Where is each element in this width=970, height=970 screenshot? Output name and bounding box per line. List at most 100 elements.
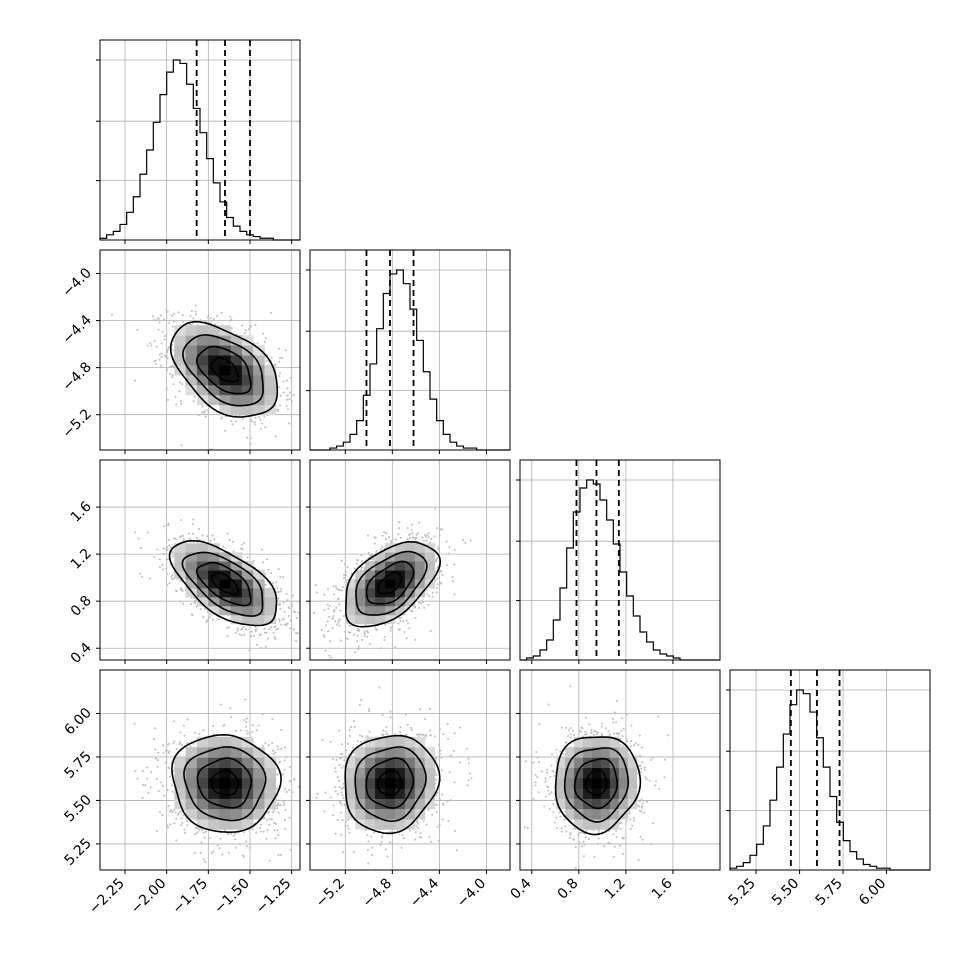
density-cell bbox=[241, 614, 254, 625]
sample-point bbox=[415, 536, 418, 539]
sample-point bbox=[255, 831, 258, 834]
density-cell bbox=[365, 561, 376, 571]
sample-point bbox=[313, 611, 316, 614]
density-cell bbox=[375, 570, 386, 580]
sample-point bbox=[173, 537, 176, 540]
sample-point bbox=[263, 628, 266, 631]
sample-point bbox=[277, 590, 280, 593]
sample-point bbox=[424, 535, 427, 538]
density-cell bbox=[185, 570, 198, 580]
density-cell bbox=[196, 596, 209, 607]
sample-point bbox=[250, 630, 253, 633]
density-cell bbox=[230, 570, 243, 580]
sample-point bbox=[405, 637, 408, 640]
sample-point bbox=[358, 629, 361, 632]
sample-point bbox=[158, 317, 161, 320]
sample-point bbox=[292, 628, 295, 631]
sample-point bbox=[203, 409, 206, 412]
density-cell bbox=[253, 614, 265, 625]
sample-point bbox=[436, 583, 439, 586]
sample-point bbox=[179, 400, 182, 403]
sample-point bbox=[192, 518, 195, 521]
sample-point bbox=[261, 422, 264, 425]
sample-point bbox=[355, 562, 358, 565]
sample-point bbox=[231, 423, 234, 426]
sample-point bbox=[168, 544, 171, 547]
sample-point bbox=[221, 416, 224, 419]
sample-point bbox=[209, 539, 212, 542]
sample-point bbox=[258, 416, 261, 419]
panel-body bbox=[134, 518, 300, 652]
sample-point bbox=[182, 539, 185, 542]
sample-point bbox=[248, 846, 251, 849]
sample-point bbox=[169, 823, 172, 826]
sample-point bbox=[243, 718, 246, 721]
sample-point bbox=[160, 352, 163, 355]
density-cell bbox=[174, 335, 186, 346]
sample-point bbox=[436, 546, 439, 549]
sample-point bbox=[435, 591, 438, 594]
sample-point bbox=[250, 325, 253, 328]
sample-point bbox=[327, 630, 330, 633]
sample-point bbox=[347, 631, 350, 634]
sample-point bbox=[206, 619, 209, 622]
panel-frame bbox=[309, 249, 511, 451]
density-cell bbox=[375, 552, 386, 562]
sample-point bbox=[288, 391, 291, 394]
sample-point bbox=[194, 304, 197, 307]
density-cell bbox=[253, 596, 265, 607]
panel-body bbox=[313, 507, 472, 659]
density-cell bbox=[174, 345, 186, 356]
sample-point bbox=[228, 626, 231, 629]
density-cell bbox=[365, 614, 376, 625]
density-cell bbox=[230, 345, 243, 356]
sample-point bbox=[256, 643, 259, 646]
density-cell bbox=[208, 605, 220, 616]
density-cell bbox=[365, 579, 376, 589]
sample-point bbox=[338, 624, 341, 627]
sample-point bbox=[302, 416, 304, 418]
sample-point bbox=[283, 759, 286, 762]
density-cell bbox=[196, 384, 209, 396]
sample-point bbox=[246, 732, 249, 735]
sample-point bbox=[259, 830, 262, 833]
sample-point bbox=[204, 415, 207, 418]
sample-point bbox=[380, 547, 383, 550]
sample-point bbox=[336, 597, 339, 600]
sample-point bbox=[212, 317, 215, 320]
density-cell bbox=[185, 365, 198, 376]
density-cell bbox=[365, 588, 376, 598]
sample-point bbox=[242, 625, 245, 628]
scatter-panel bbox=[96, 459, 301, 664]
scatter-panel bbox=[306, 459, 511, 664]
sample-point bbox=[212, 850, 215, 853]
sample-point bbox=[170, 575, 173, 578]
sample-point bbox=[175, 403, 178, 406]
sample-point bbox=[439, 528, 442, 531]
sample-point bbox=[274, 363, 277, 366]
sample-point bbox=[398, 521, 401, 524]
sample-point bbox=[292, 594, 295, 597]
density-cell bbox=[241, 404, 254, 416]
density-cell bbox=[174, 355, 186, 366]
panel-frame bbox=[519, 459, 721, 661]
sample-point bbox=[202, 616, 205, 619]
sample-point bbox=[264, 584, 267, 587]
sample-point bbox=[357, 559, 360, 562]
sample-point bbox=[275, 628, 278, 631]
density-cell bbox=[219, 579, 232, 589]
sample-point bbox=[211, 618, 214, 621]
contour-line bbox=[181, 551, 264, 617]
density-cell bbox=[264, 614, 277, 625]
density-cell bbox=[264, 605, 277, 616]
sample-point bbox=[423, 606, 426, 609]
sample-point bbox=[163, 318, 166, 321]
sample-point bbox=[189, 315, 192, 318]
density-cell bbox=[385, 579, 396, 589]
density-cell bbox=[208, 365, 220, 376]
contour-line bbox=[182, 334, 264, 407]
sample-point bbox=[289, 619, 292, 622]
sample-point bbox=[160, 342, 163, 345]
density-cell bbox=[264, 394, 277, 406]
sample-point bbox=[192, 400, 195, 403]
